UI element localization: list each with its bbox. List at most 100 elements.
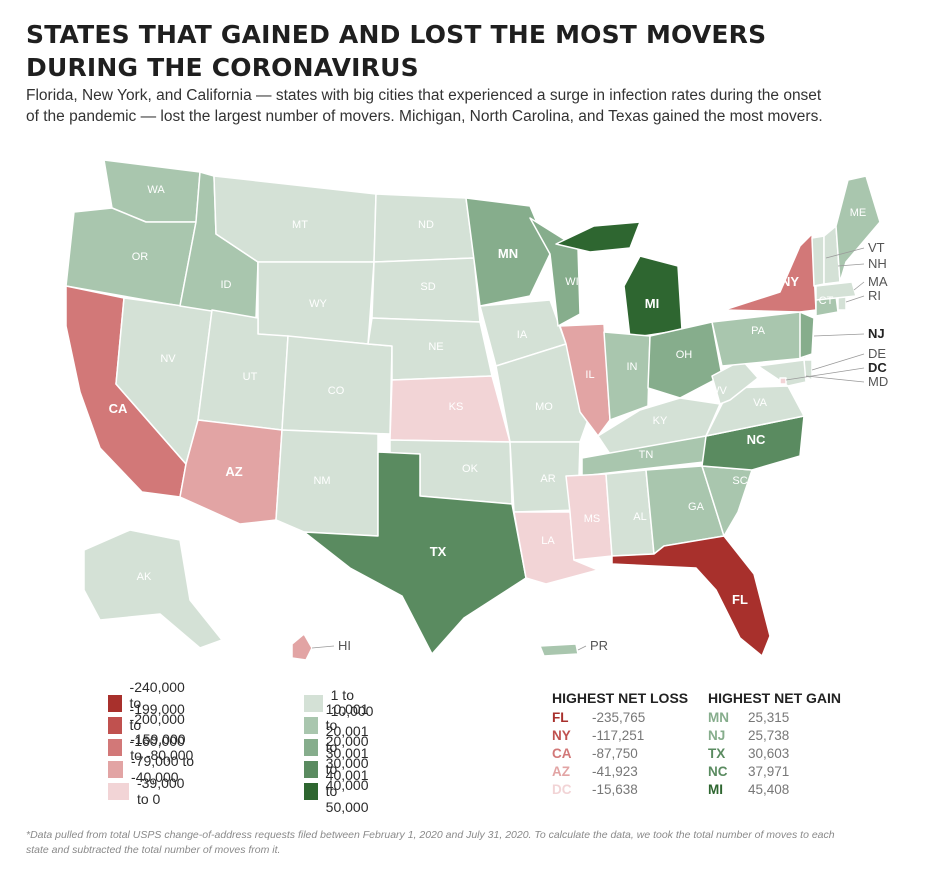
state-vt bbox=[811, 235, 825, 287]
table-state: NJ bbox=[708, 728, 726, 743]
table-state: NC bbox=[708, 764, 728, 779]
gain-legend-item: 30,001 to 40,000 bbox=[304, 745, 381, 793]
table-value: 25,315 bbox=[748, 710, 790, 725]
legend-label: -159,000 to -80,000 bbox=[130, 731, 194, 763]
state-label-va: VA bbox=[753, 397, 768, 409]
legend-swatch bbox=[108, 782, 129, 800]
legend-label: -79,000 to -40,000 bbox=[131, 753, 195, 785]
state-tx bbox=[303, 451, 527, 655]
state-pr bbox=[539, 643, 579, 657]
gain-table-row: NJ 25,738 bbox=[708, 728, 841, 746]
subtitle-line-1: Florida, New York, and California — stat… bbox=[26, 87, 822, 104]
labels-layer: WA OR CA NV ID MT WY UT AZ CO NM ND SD NE KS OK TX MN IA MO… bbox=[109, 184, 889, 653]
footnote: *Data pulled from total USPS change-of-a… bbox=[26, 828, 906, 858]
subtitle-line-2: of the pandemic — lost the largest numbe… bbox=[26, 108, 823, 125]
state-label-nd: ND bbox=[418, 219, 434, 231]
legend-swatch bbox=[304, 782, 318, 800]
gain-table-row: TX 30,603 bbox=[708, 746, 841, 764]
state-callout-pr: PR bbox=[590, 638, 608, 653]
table-state: FL bbox=[552, 710, 569, 725]
state-callout-nj: NJ bbox=[868, 326, 885, 341]
state-label-mt: MT bbox=[292, 219, 308, 231]
state-callout-de: DE bbox=[868, 346, 886, 361]
state-me bbox=[835, 175, 881, 283]
leader-line-hi bbox=[311, 645, 335, 649]
legend-swatch bbox=[304, 760, 318, 778]
state-label-az: AZ bbox=[225, 464, 242, 479]
table-state: MN bbox=[708, 710, 729, 725]
table-value: 25,738 bbox=[748, 728, 790, 743]
state-callout-hi: HI bbox=[338, 638, 351, 653]
legend-swatch bbox=[108, 694, 122, 712]
leader-line-md bbox=[805, 375, 865, 383]
state-pa bbox=[711, 311, 807, 367]
state-label-nm: NM bbox=[313, 475, 330, 487]
legend-label: -199,000 to -160,000 bbox=[129, 701, 185, 749]
leader-line-pr bbox=[577, 645, 587, 651]
loss-table-row: FL -235,765 bbox=[552, 710, 688, 728]
highest-net-loss-table: HIGHEST NET LOSS FL -235,765 NY -117,251 CA -… bbox=[552, 690, 688, 800]
state-label-pa: PA bbox=[751, 325, 766, 337]
legend-label: 20,001 to 30,000 bbox=[325, 723, 369, 771]
table-value: -235,765 bbox=[592, 710, 646, 725]
leader-line-ma bbox=[853, 281, 865, 291]
title-line-1: STATES THAT GAINED AND LOST THE MOST MOV… bbox=[26, 20, 767, 49]
table-state: TX bbox=[708, 746, 726, 761]
state-callout-ri: RI bbox=[868, 288, 881, 303]
legend-swatch bbox=[108, 760, 124, 778]
loss-table-row: CA -87,750 bbox=[552, 746, 688, 764]
state-label-ct: CT bbox=[819, 295, 834, 307]
legend-swatch bbox=[304, 716, 318, 734]
table-value: 30,603 bbox=[748, 746, 790, 761]
state-label-al: AL bbox=[633, 511, 646, 523]
state-fl bbox=[611, 535, 771, 657]
state-ak bbox=[83, 529, 223, 649]
legend-gain-column: 1 to 10,000 10,001 to 20,000 20,001 to 30,… bbox=[304, 687, 381, 815]
state-label-mi: MI bbox=[645, 296, 659, 311]
legend-label: -240,000 to -200,000 bbox=[129, 679, 185, 727]
legend-swatch bbox=[304, 694, 323, 712]
state-md bbox=[757, 359, 807, 387]
table-state: MI bbox=[708, 782, 723, 797]
state-label-ky: KY bbox=[653, 415, 668, 427]
gain-legend-item: 10,001 to 20,000 bbox=[304, 701, 381, 749]
loss-table-heading: HIGHEST NET LOSS bbox=[552, 690, 689, 706]
loss-table-row: AZ -41,923 bbox=[552, 764, 688, 782]
state-label-ny: NY bbox=[781, 274, 799, 289]
leader-line-nh bbox=[837, 263, 865, 267]
footnote-line-1: *Data pulled from total USPS change-of-a… bbox=[26, 829, 835, 841]
table-value: -117,251 bbox=[592, 728, 645, 743]
state-label-ms: MS bbox=[584, 513, 601, 525]
state-label-wa: WA bbox=[147, 184, 165, 196]
table-state: DC bbox=[552, 782, 572, 797]
leader-line-dc bbox=[785, 367, 865, 381]
leader-line-de bbox=[811, 353, 865, 371]
state-callout-ma: MA bbox=[868, 274, 888, 289]
leader-line-nj bbox=[813, 333, 865, 337]
state-ny bbox=[723, 233, 817, 313]
gain-table-row: MI 45,408 bbox=[708, 782, 841, 800]
state-label-wi: WI bbox=[565, 276, 578, 288]
state-label-me: ME bbox=[850, 207, 867, 219]
state-mi bbox=[623, 255, 683, 339]
legend-label: 1 to 10,000 bbox=[330, 687, 374, 719]
state-hi bbox=[291, 633, 313, 661]
title-line-2: DURING THE CORONAVIRUS bbox=[26, 53, 419, 82]
table-value: -15,638 bbox=[592, 782, 638, 797]
map-subtitle: Florida, New York, and California — stat… bbox=[26, 85, 906, 127]
table-value: -87,750 bbox=[592, 746, 638, 761]
table-state: NY bbox=[552, 728, 571, 743]
state-label-sc: SC bbox=[732, 475, 747, 487]
legend-label: -39,000 to 0 bbox=[136, 775, 185, 807]
state-mi-upper bbox=[555, 221, 641, 253]
us-states-map: WA OR CA NV ID MT WY UT AZ CO NM ND SD NE KS OK TX MN IA MO… bbox=[65, 159, 889, 661]
table-state: CA bbox=[552, 746, 572, 761]
state-label-wv: WV bbox=[709, 385, 727, 397]
state-label-ok: OK bbox=[462, 463, 479, 475]
state-label-id: ID bbox=[221, 279, 232, 291]
state-dc bbox=[779, 377, 787, 385]
gain-table-heading: HIGHEST NET GAIN bbox=[708, 690, 842, 706]
loss-legend-item: -240,000 to -200,000 bbox=[108, 679, 197, 727]
state-in bbox=[603, 331, 651, 421]
state-label-nv: NV bbox=[160, 353, 176, 365]
